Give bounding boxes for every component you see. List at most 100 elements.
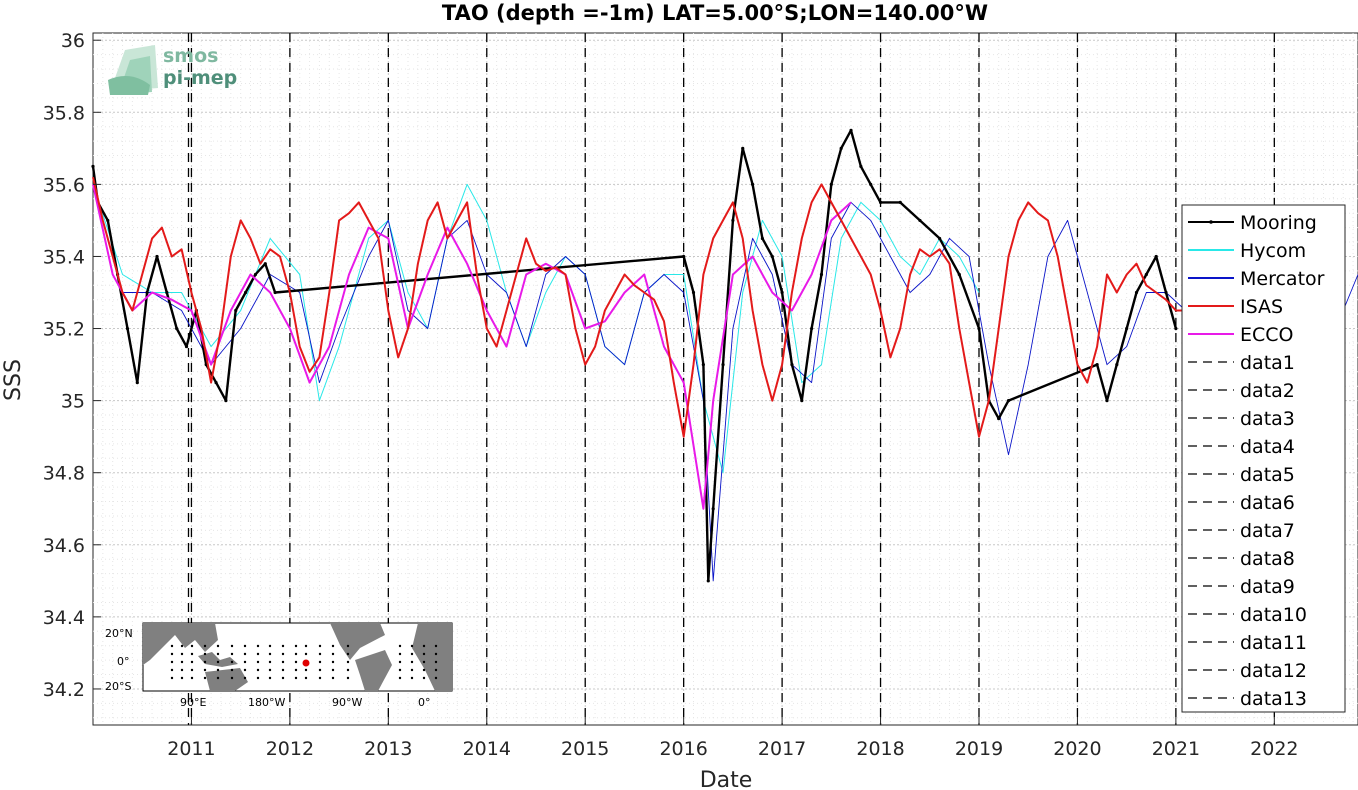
x-tick-label: 2020 — [1053, 738, 1101, 760]
mooring-point — [1125, 326, 1129, 331]
mooring-point — [711, 507, 715, 511]
map-dot — [304, 676, 308, 680]
map-dot — [294, 668, 298, 672]
mooring-point — [1164, 290, 1168, 295]
y-tick-label: 35.8 — [43, 102, 85, 124]
x-tick-label: 2013 — [364, 738, 412, 760]
map-dot — [331, 652, 335, 656]
map-dot — [203, 668, 207, 672]
mooring-point — [214, 381, 218, 385]
map-lon-0: 0° — [418, 696, 431, 709]
chart-title: TAO (depth =-1m) LAT=5.00°S;LON=140.00°W — [442, 1, 988, 25]
mooring-point — [938, 236, 942, 241]
x-axis-label: Date — [700, 768, 753, 790]
legend-label-data2: data2 — [1240, 380, 1295, 402]
mooring-point — [859, 164, 863, 168]
map-dot — [434, 676, 438, 680]
map-dot — [190, 676, 194, 680]
mooring-point — [1095, 362, 1099, 367]
map-australia-landmass — [205, 668, 248, 691]
mooring-point — [184, 344, 189, 349]
map-dot — [331, 668, 335, 672]
mooring-point — [997, 417, 1001, 421]
map-dot — [410, 644, 414, 648]
x-tick-label: 2012 — [266, 738, 314, 760]
map-dot — [268, 652, 272, 656]
map-dot — [318, 644, 322, 648]
map-dot — [216, 676, 220, 680]
legend-label-hycom: Hycom — [1240, 240, 1306, 262]
mooring-point — [1174, 326, 1178, 331]
map-dot — [180, 644, 184, 648]
legend-label-data12: data12 — [1240, 660, 1307, 682]
map-dot — [281, 660, 285, 664]
map-dot — [422, 660, 426, 664]
mooring-point — [135, 381, 139, 385]
mooring-point — [918, 218, 922, 223]
map-lon-180w: 180°W — [248, 696, 285, 709]
y-tick-label: 36 — [61, 30, 85, 52]
x-tick-label: 2021 — [1152, 738, 1200, 760]
mooring-point — [682, 254, 686, 259]
mooring-point — [819, 272, 824, 277]
x-tick-label: 2019 — [955, 738, 1003, 760]
map-dot — [434, 668, 438, 672]
map-dot — [318, 668, 322, 672]
map-dot — [230, 676, 234, 680]
mooring-point — [810, 326, 814, 331]
map-dot — [268, 668, 272, 672]
map-lat-20s: 20°S — [105, 680, 131, 693]
map-dot — [331, 660, 335, 664]
map-dot — [180, 676, 184, 680]
map-dot — [190, 668, 194, 672]
map-dot — [294, 676, 298, 680]
map-dot — [422, 652, 426, 656]
mooring-point — [760, 236, 765, 241]
map-dot — [216, 660, 220, 664]
map-dot — [434, 644, 438, 648]
map-dot — [268, 644, 272, 648]
map-dot — [180, 652, 184, 656]
legend-label-data10: data10 — [1240, 604, 1307, 626]
mooring-point — [1115, 362, 1119, 367]
mooring-point — [125, 326, 130, 331]
map-dot — [203, 652, 207, 656]
mooring-point — [106, 218, 110, 223]
map-dot — [203, 660, 207, 664]
legend-label-data8: data8 — [1240, 548, 1295, 570]
mooring-point — [800, 399, 804, 403]
map-dot — [398, 668, 402, 672]
map-dot — [346, 668, 350, 672]
y-tick-label: 34.8 — [43, 463, 85, 485]
legend-label-data7: data7 — [1240, 520, 1295, 542]
legend-label-data11: data11 — [1240, 632, 1307, 654]
series-lines — [91, 128, 1358, 583]
map-dot — [180, 660, 184, 664]
mooring-point — [243, 290, 248, 295]
map-dot — [170, 676, 174, 680]
mooring-point — [829, 182, 833, 186]
map-dot — [398, 676, 402, 680]
legend-label-data4: data4 — [1240, 436, 1295, 458]
mooring-point — [224, 399, 228, 403]
map-dot — [434, 660, 438, 664]
map-dot — [281, 652, 285, 656]
map-dot — [281, 668, 285, 672]
map-dot — [243, 660, 247, 664]
map-dot — [422, 676, 426, 680]
series-isas — [92, 176, 1186, 438]
y-tick-label: 35 — [61, 391, 85, 413]
x-tick-label: 2015 — [561, 738, 609, 760]
mooring-point — [253, 272, 258, 277]
mooring-point — [234, 308, 238, 313]
x-tick-label: 2018 — [856, 738, 904, 760]
mooring-point — [721, 362, 725, 367]
map-dot — [230, 660, 234, 664]
map-dot — [410, 660, 414, 664]
legend-label-ecco: ECCO — [1240, 324, 1294, 346]
legend-label-isas: ISAS — [1240, 296, 1283, 318]
map-dot — [268, 660, 272, 664]
map-dot — [346, 660, 350, 664]
map-dot — [422, 644, 426, 648]
map-dot — [398, 652, 402, 656]
